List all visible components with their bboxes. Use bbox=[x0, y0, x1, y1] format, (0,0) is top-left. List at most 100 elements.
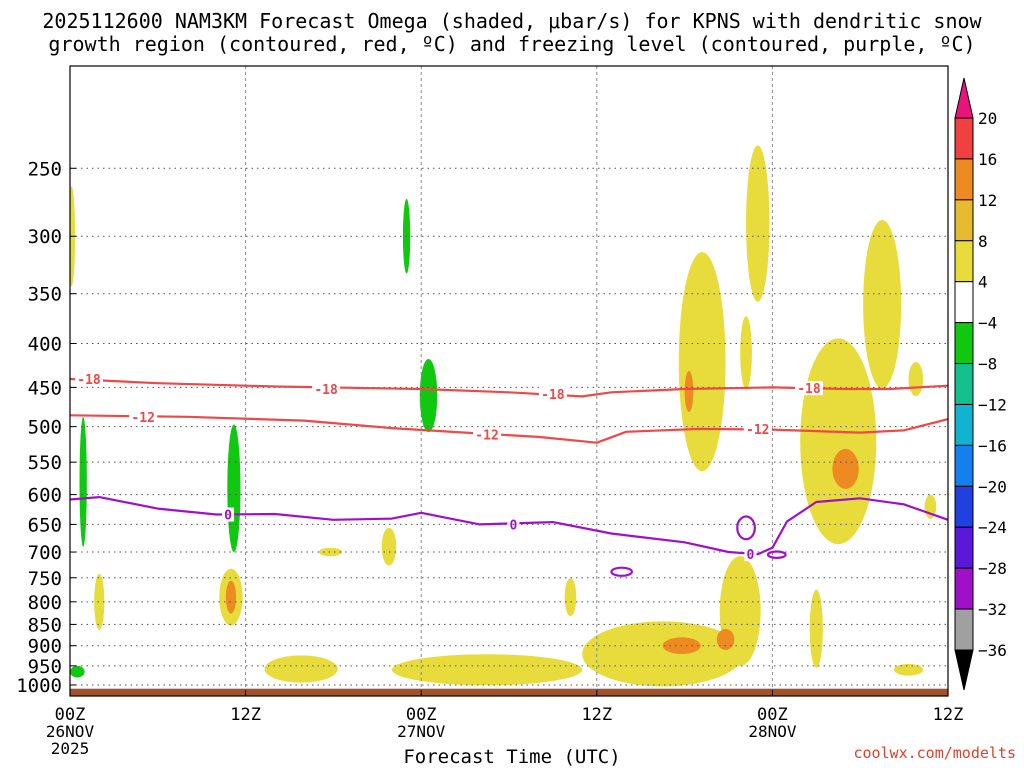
y-tick-label-950: 950 bbox=[28, 656, 62, 678]
y-tick-label-250: 250 bbox=[28, 158, 62, 180]
colorbar-box-11 bbox=[954, 526, 974, 569]
omega-shade-14 bbox=[582, 621, 744, 687]
colorbar-label-6: −8 bbox=[978, 355, 997, 374]
x-tick-date-24: 27NOV bbox=[397, 722, 446, 741]
contour-line--18 bbox=[70, 377, 948, 398]
closed-contour-1 bbox=[736, 515, 756, 541]
x-tick-label-12: 12Z bbox=[230, 705, 261, 725]
omega-shade-1 bbox=[227, 424, 241, 553]
x-tick-label-24: 00Z bbox=[406, 705, 437, 725]
closed-contour-2 bbox=[766, 550, 787, 559]
colorbar-box-3 bbox=[954, 199, 974, 242]
contour-label-0C-0: 0 bbox=[224, 509, 232, 524]
contour-line--12 bbox=[70, 414, 948, 444]
colorbar: 20 16 12 8 4 −4 −8 −12 −16 −20 −24 −28 −32 −36 bbox=[954, 77, 1007, 691]
contour-label-bg--18-1 bbox=[312, 382, 341, 397]
colorbar-box-4 bbox=[954, 240, 974, 283]
chart-title-line-1: 2025112600 NAM3KM Forecast Omega (shaded… bbox=[42, 9, 982, 33]
contour-label-bg-0C-0 bbox=[222, 507, 235, 522]
colorbar-label-5: −4 bbox=[978, 314, 997, 333]
y-tick-label-550: 550 bbox=[28, 452, 62, 474]
y-tick-label-450: 450 bbox=[28, 377, 62, 399]
contour-label-bg--18-0 bbox=[75, 371, 104, 386]
omega-shade-10 bbox=[318, 547, 343, 557]
omega-shade-4 bbox=[70, 665, 85, 678]
y-tick-label-650: 650 bbox=[28, 514, 62, 536]
contour-label-bg--12-1 bbox=[473, 427, 502, 442]
colorbar-box-9 bbox=[954, 444, 974, 487]
y-tick-label-350: 350 bbox=[28, 284, 62, 306]
x-tick-label-36: 12Z bbox=[581, 705, 612, 725]
colorbar-label-8: −16 bbox=[978, 436, 1007, 455]
y-tick-label-1000: 1000 bbox=[16, 675, 62, 697]
contour-label--18-1: -18 bbox=[314, 383, 338, 398]
omega-shade-25 bbox=[832, 448, 859, 489]
colorbar-label-3: 8 bbox=[978, 232, 988, 251]
contour-label--12-2: -12 bbox=[746, 423, 769, 438]
omega-shade-19 bbox=[800, 338, 877, 545]
omega-shade-24 bbox=[908, 362, 924, 396]
y-tick-label-500: 500 bbox=[28, 417, 62, 439]
y-tick-label-800: 800 bbox=[28, 592, 62, 614]
omega-shade-15 bbox=[678, 252, 726, 472]
y-tick-label-700: 700 bbox=[28, 542, 62, 564]
colorbar-box-13 bbox=[954, 608, 974, 651]
colorbar-box-7 bbox=[954, 363, 974, 405]
colorbar-label-11: −28 bbox=[978, 559, 1007, 578]
contour-label-bg--12-0 bbox=[129, 409, 158, 424]
colorbar-label-4: 4 bbox=[978, 273, 988, 292]
contour-label-0C-1: 0 bbox=[509, 518, 517, 533]
x-tick-date-0: 26NOV bbox=[46, 722, 95, 741]
y-tick-label-600: 600 bbox=[28, 485, 62, 507]
colorbar-top-triangle bbox=[954, 77, 974, 119]
contour-label--18-0: -18 bbox=[77, 373, 101, 388]
colorbar-label-1: 16 bbox=[978, 150, 997, 169]
omega-shading bbox=[70, 145, 937, 687]
omega-shade-26 bbox=[684, 370, 694, 412]
contour-labels: -18 -18 -18 -18 -12 -12 -12 0 0 0 bbox=[75, 371, 823, 563]
omega-shade-18 bbox=[746, 145, 770, 302]
colorbar-box-12 bbox=[954, 567, 974, 610]
plot-frame bbox=[69, 65, 949, 697]
colorbar-label-0: 20 bbox=[978, 109, 997, 128]
source-credit: coolwx.com/modelts bbox=[853, 744, 1016, 762]
x-tick-label-60: 12Z bbox=[933, 705, 964, 725]
y-tick-label-300: 300 bbox=[28, 226, 62, 248]
omega-shade-13 bbox=[564, 578, 577, 617]
colorbar-box-2 bbox=[954, 158, 974, 201]
y-tick-label-750: 750 bbox=[28, 568, 62, 590]
y-tick-label-900: 900 bbox=[28, 636, 62, 658]
y-tick-label-400: 400 bbox=[28, 333, 62, 355]
omega-shade-0 bbox=[79, 417, 87, 547]
contour-label-bg--18-3 bbox=[794, 381, 823, 396]
colorbar-label-7: −12 bbox=[978, 395, 1007, 414]
chart-title-line-2: growth region (contoured, red, ºC) and f… bbox=[48, 32, 976, 56]
contour-label--12-1: -12 bbox=[475, 429, 498, 444]
omega-shade-22 bbox=[893, 663, 924, 676]
closed-contour-0 bbox=[610, 566, 634, 577]
contour-label--18-3: -18 bbox=[797, 382, 821, 397]
contour-label-0C-2: 0 bbox=[747, 548, 755, 563]
contour-label--12-0: -12 bbox=[131, 411, 154, 426]
omega-shade-11 bbox=[381, 527, 397, 566]
colorbar-box-10 bbox=[954, 485, 974, 528]
y-tick-label-850: 850 bbox=[28, 614, 62, 636]
colorbar-label-10: −24 bbox=[978, 518, 1007, 537]
colorbar-label-12: −32 bbox=[978, 600, 1007, 619]
contour-label-bg-0C-2 bbox=[744, 547, 757, 562]
x-tick-year-0: 2025 bbox=[51, 739, 90, 758]
colorbar-box-8 bbox=[954, 403, 974, 446]
x-tick-label-48: 00Z bbox=[757, 705, 788, 725]
colorbar-label-13: −36 bbox=[978, 641, 1007, 660]
omega-shade-28 bbox=[716, 628, 735, 650]
omega-shade-6 bbox=[94, 573, 105, 630]
x-tick-date-48: 28NOV bbox=[748, 722, 797, 741]
omega-shade-3 bbox=[419, 358, 438, 433]
omega-shade-9 bbox=[264, 655, 338, 683]
colorbar-box-6 bbox=[954, 322, 974, 365]
omega-shade-12 bbox=[391, 654, 583, 686]
ground-surface bbox=[70, 688, 948, 696]
x-tick-label-0: 00Z bbox=[55, 705, 86, 725]
x-axis-label: Forecast Time (UTC) bbox=[403, 746, 621, 768]
